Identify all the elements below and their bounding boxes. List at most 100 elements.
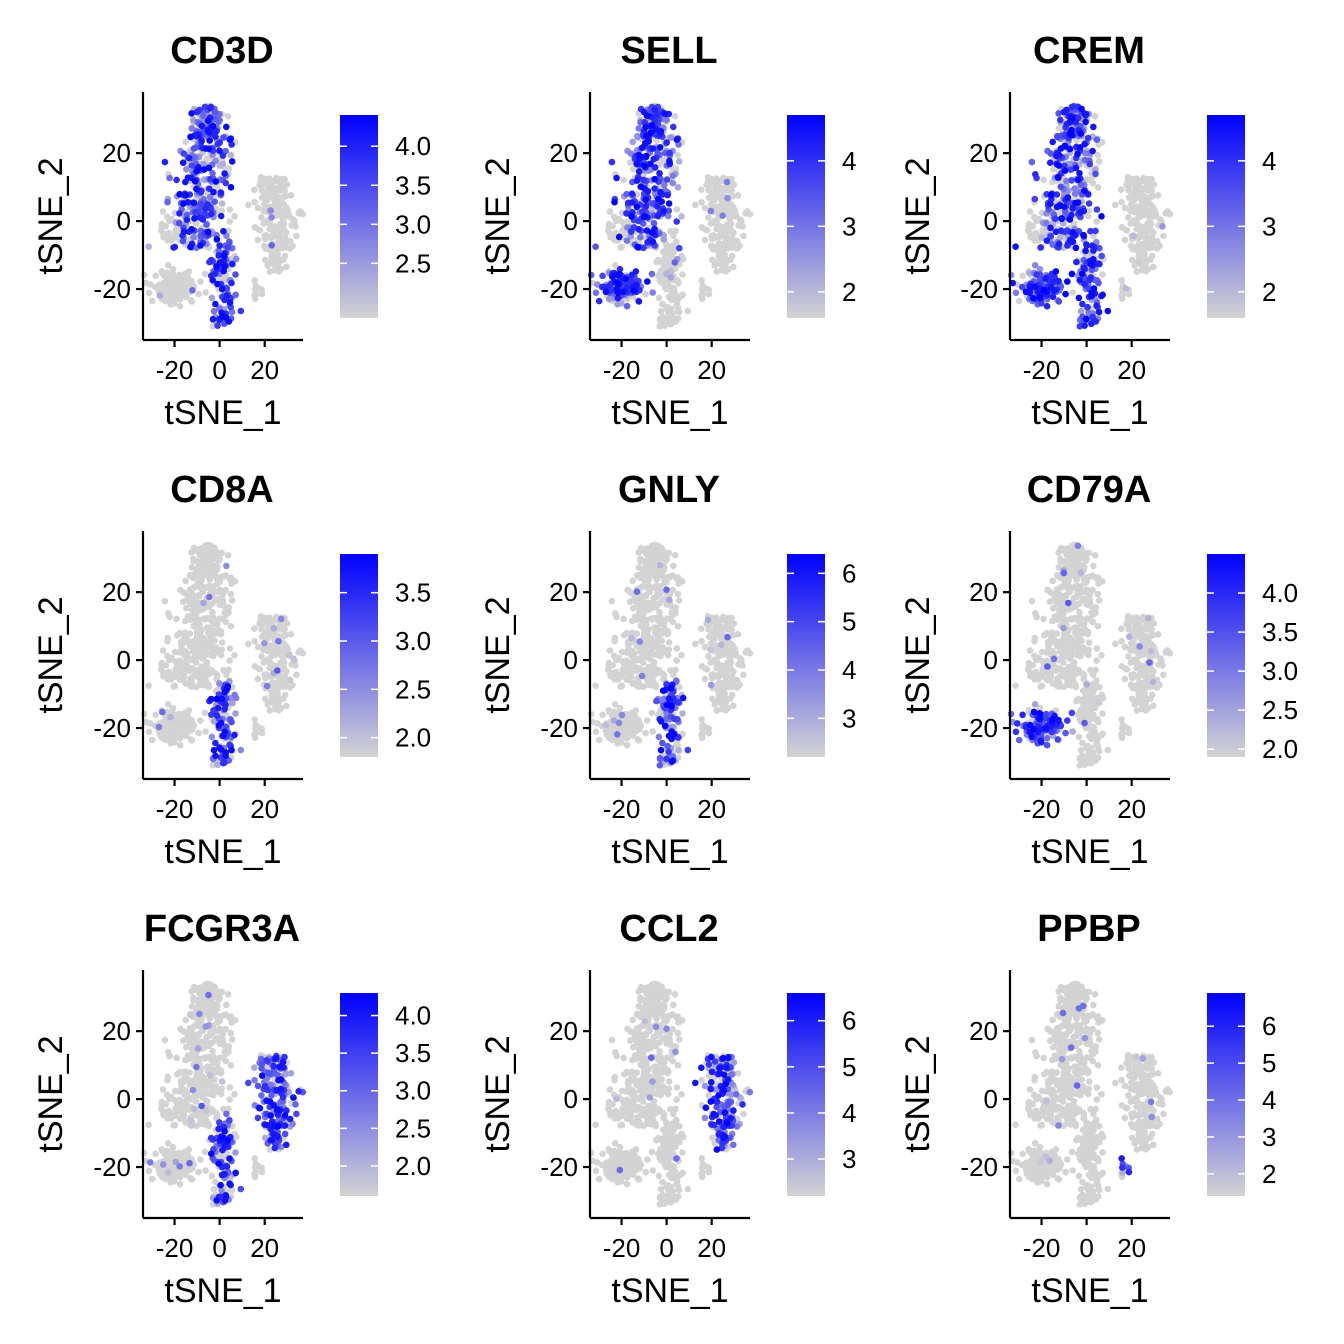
cell-point (281, 244, 289, 251)
cell-point (266, 659, 274, 666)
cell-point (1139, 176, 1147, 184)
legend-tick-label: 2 (842, 277, 856, 307)
cell-point (1087, 260, 1095, 268)
cell-point (176, 741, 184, 749)
cell-point (162, 223, 169, 230)
cell-point (169, 232, 177, 240)
cell-point (1082, 247, 1089, 255)
cell-point (595, 736, 603, 744)
cell-point (272, 176, 280, 184)
cell-point (726, 659, 733, 666)
cell-point (628, 213, 635, 220)
cell-point (232, 271, 239, 278)
cell-point (701, 236, 709, 244)
cell-point (292, 223, 299, 230)
cell-point (204, 228, 212, 236)
cell-point (1060, 108, 1068, 116)
cell-point (633, 160, 640, 168)
cell-point (642, 152, 650, 160)
cell-point (1075, 294, 1083, 302)
cell-point (1055, 277, 1062, 285)
cell-point (264, 180, 272, 187)
cell-point (1093, 218, 1100, 225)
cell-point (261, 243, 268, 250)
cell-point (1042, 275, 1049, 283)
cell-point (197, 242, 204, 249)
x-tick-label: -20 (156, 355, 194, 385)
cell-point (268, 214, 275, 221)
cell-point (626, 676, 634, 684)
cell-point (275, 698, 283, 706)
cell-point (635, 151, 643, 159)
cell-point (273, 193, 281, 200)
cell-point (659, 739, 666, 747)
cell-point (675, 597, 683, 604)
cell-point (290, 655, 297, 662)
cell-point (277, 615, 285, 623)
x-tick-label: 20 (250, 355, 279, 385)
cell-point (656, 561, 664, 569)
cell-point (269, 690, 276, 698)
cell-point (1043, 237, 1051, 244)
cell-point (212, 752, 219, 760)
cell-point (599, 272, 606, 280)
cell-point (592, 289, 600, 297)
cell-point (611, 701, 619, 708)
cell-point (209, 315, 217, 323)
cell-point (622, 275, 629, 283)
cell-point (214, 322, 221, 330)
cell-point (220, 732, 227, 739)
cell-point (251, 186, 258, 193)
cell-point (176, 210, 183, 217)
cell-point (671, 552, 679, 559)
cell-point (707, 207, 715, 215)
cell-point (717, 625, 724, 632)
cell-point (613, 731, 621, 738)
cell-point (221, 759, 228, 766)
cell-point (180, 228, 188, 235)
cell-point (649, 145, 657, 152)
y-tick-label: 0 (117, 206, 131, 236)
cell-point (1085, 639, 1093, 646)
cell-point (705, 653, 712, 660)
cell-point (173, 632, 181, 639)
y-tick-label: 0 (117, 645, 131, 675)
legend-color-bar (787, 115, 825, 318)
legend-color-bar (1207, 115, 1245, 318)
cell-point (740, 671, 747, 679)
cell-point (254, 236, 262, 244)
legend-tick-label: 3.0 (395, 626, 431, 656)
cell-point (182, 577, 189, 585)
cell-point (667, 685, 675, 692)
cell-point (281, 691, 289, 699)
cell-point (165, 291, 172, 298)
x-tick-label: 0 (659, 355, 673, 385)
cell-point (1054, 173, 1062, 181)
cell-point (614, 289, 622, 297)
cell-point (275, 202, 283, 210)
cell-point (162, 272, 170, 280)
cell-point (182, 192, 190, 199)
y-axis-title: tSNE_2 (32, 157, 70, 274)
cell-point (274, 667, 281, 674)
cell-point (1082, 118, 1089, 126)
cell-point (287, 631, 295, 638)
cell-point (1078, 105, 1085, 113)
cell-point (665, 732, 673, 740)
cell-point (1135, 240, 1143, 247)
cell-point (728, 691, 736, 699)
cell-point (659, 248, 667, 255)
cell-point (628, 190, 636, 197)
cell-point (189, 640, 197, 647)
cell-point (202, 289, 209, 296)
cell-point (1047, 192, 1055, 199)
cell-point (226, 206, 234, 213)
cell-point (742, 649, 749, 656)
cell-point (719, 615, 727, 623)
cell-point (231, 652, 238, 659)
cell-point (1037, 244, 1044, 251)
cell-point (226, 657, 233, 664)
cell-point (1123, 226, 1131, 234)
cell-point (205, 145, 213, 153)
